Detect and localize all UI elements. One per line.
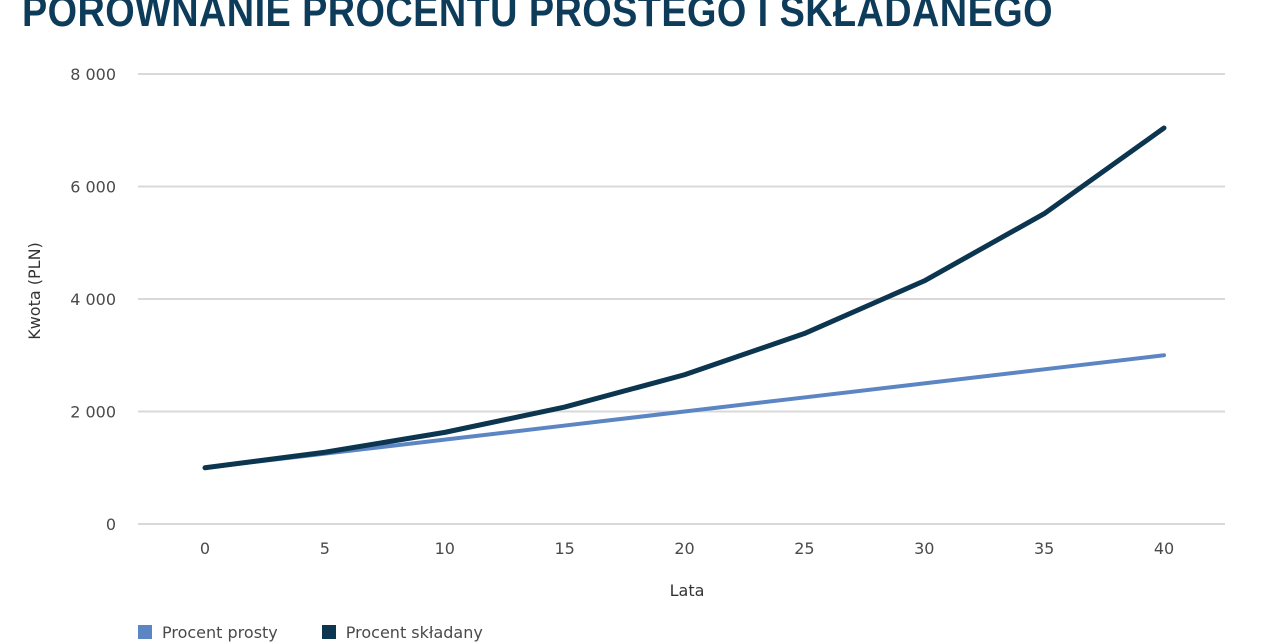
series-line-compound [202,125,1167,471]
x-tick-label: 35 [1034,539,1054,558]
y-tick-label: 8 000 [70,65,116,84]
legend: Procent prosty Procent składany [138,620,483,644]
legend-item-simple: Procent prosty [138,623,278,642]
legend-item-compound: Procent składany [321,622,483,642]
x-tick-label: 5 [320,539,330,558]
x-tick-label: 0 [200,539,210,558]
x-tick-label: 25 [794,539,814,558]
series-lines [202,125,1167,471]
series-line-simple [203,353,1166,470]
x-axis-tick-labels: 0 5 10 15 20 25 30 35 40 [200,539,1174,558]
y-axis-tick-labels: 0 2 000 4 000 6 000 8 000 [70,65,116,534]
legend-label-simple: Procent prosty [162,622,278,642]
x-tick-label: 15 [554,539,574,558]
x-axis-label: Lata [670,581,705,600]
x-tick-label: 10 [435,539,455,558]
x-tick-label: 30 [914,539,934,558]
x-tick-label: 40 [1154,539,1174,558]
y-tick-label: 6 000 [70,178,116,197]
legend-swatch-simple [138,625,152,639]
legend-label-compound: Procent składany [345,622,483,642]
legend-swatch-compound [321,625,336,639]
chart-title: PORÓWNANIE PROCENTU PROSTEGO I SKŁADANEG… [22,0,1053,36]
y-axis-label: Kwota (PLN) [25,242,44,340]
x-tick-label: 20 [674,539,694,558]
y-tick-label: 2 000 [70,403,116,422]
y-tick-label: 4 000 [70,290,116,309]
y-tick-label: 0 [106,515,116,534]
